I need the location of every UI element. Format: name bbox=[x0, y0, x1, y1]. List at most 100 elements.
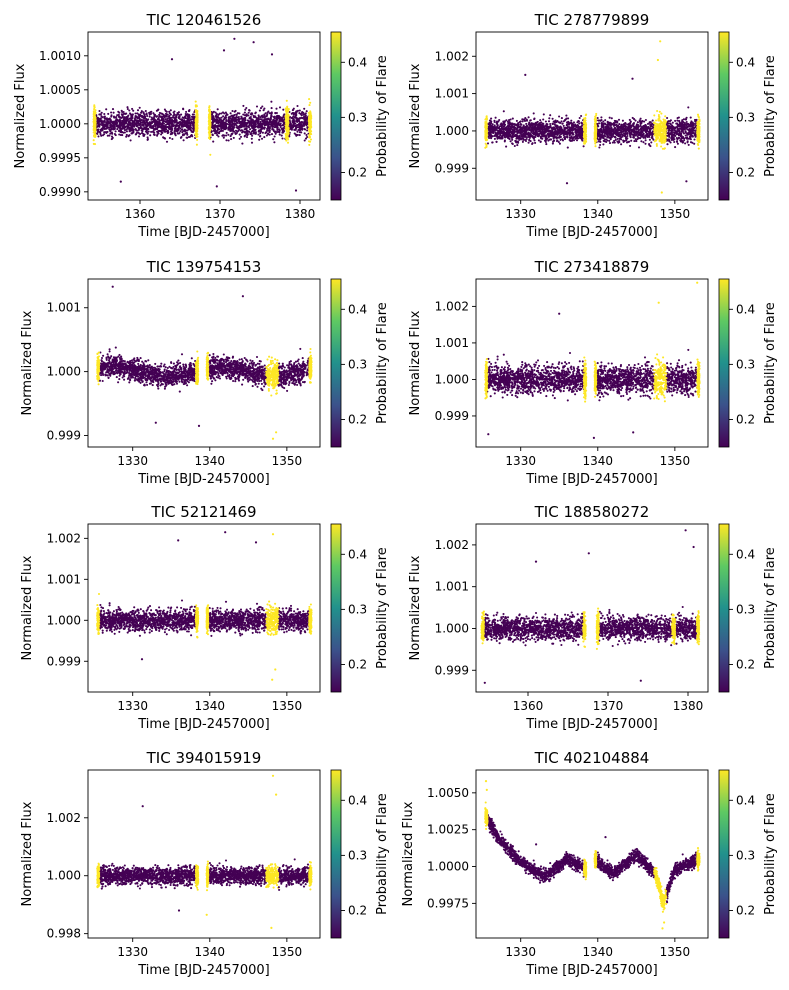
data-point bbox=[519, 137, 522, 140]
data-point bbox=[249, 113, 252, 116]
data-point bbox=[669, 141, 672, 144]
data-point bbox=[97, 117, 100, 120]
data-point bbox=[171, 137, 174, 141]
data-point bbox=[225, 119, 228, 123]
data-point bbox=[676, 130, 679, 133]
data-point bbox=[689, 116, 692, 119]
flare-point bbox=[307, 118, 310, 121]
data-point bbox=[510, 136, 513, 139]
data-point bbox=[289, 125, 292, 128]
data-point bbox=[113, 116, 116, 119]
data-point bbox=[243, 120, 246, 123]
data-point bbox=[581, 122, 584, 125]
data-point bbox=[644, 136, 647, 139]
data-point bbox=[254, 112, 257, 115]
flare-point bbox=[287, 117, 290, 121]
data-point bbox=[523, 132, 526, 135]
data-point bbox=[553, 132, 556, 136]
data-point bbox=[150, 116, 153, 119]
data-point bbox=[523, 133, 526, 136]
data-point bbox=[101, 134, 105, 137]
data-point bbox=[305, 133, 308, 137]
data-point bbox=[509, 133, 512, 136]
data-point bbox=[216, 134, 219, 137]
data-point bbox=[163, 130, 166, 133]
data-point bbox=[268, 125, 272, 129]
data-point bbox=[160, 122, 163, 125]
data-point bbox=[552, 137, 555, 140]
data-point bbox=[237, 126, 240, 129]
data-point bbox=[176, 113, 180, 116]
data-point bbox=[105, 108, 108, 111]
data-point bbox=[144, 109, 147, 113]
flare-point bbox=[308, 104, 311, 107]
data-point bbox=[551, 133, 554, 136]
data-point bbox=[616, 137, 619, 140]
data-point bbox=[142, 120, 145, 124]
data-point bbox=[634, 119, 637, 122]
data-point bbox=[582, 145, 585, 148]
data-point bbox=[657, 113, 660, 117]
data-point bbox=[263, 107, 266, 110]
data-point bbox=[221, 111, 225, 114]
flare-point bbox=[309, 132, 312, 135]
data-point bbox=[542, 125, 545, 128]
data-point bbox=[244, 108, 247, 111]
data-point bbox=[221, 120, 224, 123]
data-point bbox=[169, 133, 172, 136]
data-point bbox=[243, 125, 246, 128]
data-point bbox=[165, 140, 169, 143]
data-point bbox=[162, 122, 166, 125]
data-point bbox=[107, 112, 110, 115]
data-point bbox=[629, 144, 632, 147]
data-point bbox=[497, 126, 500, 130]
data-point bbox=[124, 116, 127, 119]
data-point bbox=[600, 116, 603, 119]
data-point bbox=[276, 123, 279, 126]
data-point bbox=[555, 124, 558, 127]
data-point bbox=[551, 122, 555, 125]
data-point bbox=[102, 124, 105, 127]
data-point bbox=[233, 110, 236, 113]
data-point bbox=[169, 109, 172, 112]
data-point bbox=[214, 130, 217, 133]
data-point bbox=[234, 132, 237, 136]
data-point bbox=[141, 128, 144, 132]
data-point bbox=[111, 132, 114, 135]
data-point bbox=[259, 128, 262, 131]
data-point bbox=[642, 141, 645, 144]
data-point bbox=[546, 127, 549, 130]
data-point bbox=[164, 123, 168, 126]
data-point bbox=[496, 124, 499, 127]
data-point bbox=[493, 137, 496, 140]
data-point bbox=[114, 119, 117, 122]
flare-point bbox=[195, 131, 198, 135]
data-point bbox=[237, 120, 241, 123]
data-point bbox=[126, 106, 129, 109]
data-point bbox=[176, 132, 179, 135]
data-point bbox=[674, 119, 677, 122]
data-point bbox=[166, 130, 169, 133]
data-point bbox=[118, 133, 121, 136]
data-point bbox=[298, 128, 301, 132]
data-point bbox=[179, 130, 182, 133]
data-point bbox=[295, 120, 298, 123]
data-point bbox=[293, 128, 296, 131]
data-point bbox=[121, 110, 124, 114]
flare-point bbox=[285, 126, 288, 129]
data-point bbox=[147, 130, 150, 133]
data-point bbox=[572, 121, 576, 124]
data-point bbox=[221, 134, 224, 137]
data-point bbox=[118, 121, 121, 124]
data-point bbox=[559, 126, 562, 129]
data-point bbox=[217, 122, 220, 125]
data-point bbox=[182, 124, 186, 127]
data-point bbox=[516, 144, 519, 147]
data-point bbox=[113, 120, 116, 123]
data-point bbox=[648, 138, 651, 141]
data-point bbox=[113, 123, 116, 126]
data-point bbox=[600, 131, 603, 134]
data-point bbox=[119, 127, 122, 130]
flare-point bbox=[208, 137, 211, 140]
flare-point bbox=[309, 117, 312, 120]
